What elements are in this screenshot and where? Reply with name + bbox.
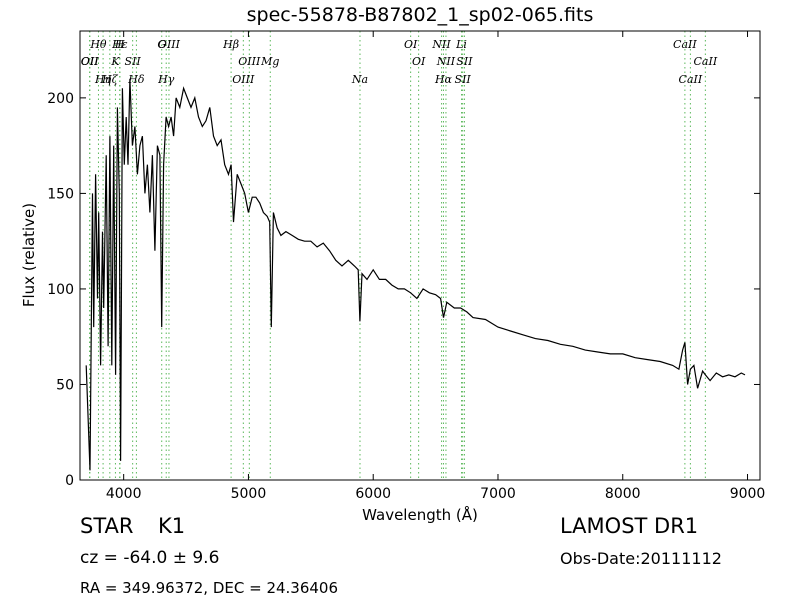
line-label: K (110, 55, 120, 68)
y-tick-label: 0 (65, 473, 74, 489)
line-label: CaII (673, 38, 697, 51)
x-tick-label: 7000 (480, 486, 516, 502)
redshift-readout: cz = -64.0 ± 9.6 (80, 548, 220, 568)
x-tick-label: 9000 (730, 486, 766, 502)
x-tick-label: 4000 (106, 486, 142, 502)
line-label: NII (436, 55, 456, 68)
spectral-line-labels: HθKHδOIIIOIIHζHεSIIHηHOIIHγGOIIIOIIIHβMg… (81, 38, 718, 86)
line-label: Mg (260, 55, 279, 68)
y-tick-label: 100 (47, 282, 74, 298)
flux-series-line (85, 78, 746, 471)
line-label: OIII (158, 38, 181, 51)
line-label: OII (81, 55, 99, 68)
plot-frame (79, 30, 761, 481)
y-tick-label: 150 (47, 186, 74, 202)
line-label: SII (455, 73, 472, 86)
line-label: Hδ (127, 73, 145, 86)
object-subclass: K1 (158, 514, 186, 538)
object-class: STAR (80, 514, 134, 538)
line-label: Hη (94, 73, 112, 86)
line-label: OIII (232, 73, 255, 86)
line-label: Na (351, 73, 368, 86)
x-tick-label: 5000 (231, 486, 267, 502)
x-axis-label: Wavelength (Å) (362, 506, 478, 524)
line-label: NII (431, 38, 451, 51)
x-tick-label: 6000 (355, 486, 391, 502)
line-label: Hθ (89, 38, 107, 51)
line-label: Hζ (101, 73, 119, 86)
chart-title: spec-55878-B87802_1_sp02-065.fits (246, 4, 594, 26)
line-label: Hβ (222, 38, 239, 51)
line-label: Hε (111, 38, 128, 51)
y-axis-label: Flux (relative) (20, 202, 38, 308)
line-label: CaII (679, 73, 703, 86)
line-label: G (157, 38, 166, 51)
line-label: Hα (434, 73, 453, 86)
line-label: OI (412, 55, 426, 68)
y-tick-label: 200 (47, 91, 74, 107)
line-label: Li (455, 38, 467, 51)
y-tick-label: 50 (56, 377, 74, 393)
line-label: OI (404, 38, 418, 51)
axis-ticks: 4000 5000 6000 7000 8000 9000 0 50 100 150 200 (47, 31, 765, 502)
line-label: CaII (694, 55, 718, 68)
line-label: OII (81, 55, 99, 68)
line-label: OIII (238, 55, 261, 68)
observation-date: Obs-Date:20111112 (560, 549, 722, 568)
line-label: SII (456, 55, 473, 68)
survey-name: LAMOST DR1 (560, 514, 699, 538)
x-tick-label: 8000 (605, 486, 641, 502)
line-label: Hγ (157, 73, 175, 86)
line-label: SII (125, 55, 142, 68)
coordinates-readout: RA = 349.96372, DEC = 24.36406 (80, 579, 339, 597)
line-label: H (114, 38, 125, 51)
